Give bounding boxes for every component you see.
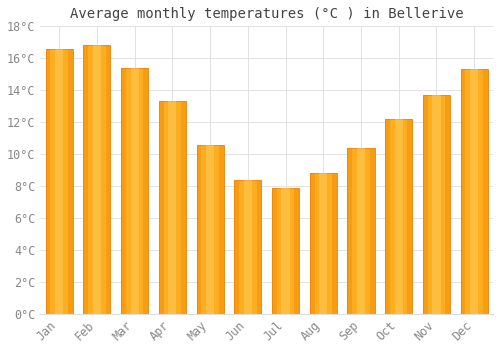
Bar (470, 69, 478, 314)
Bar (84, 46, 88, 314)
Bar (55, 49, 63, 314)
Bar (46, 49, 73, 314)
Bar (244, 180, 252, 314)
Bar (106, 46, 110, 314)
Bar (181, 102, 186, 314)
Bar (130, 68, 138, 314)
Bar (282, 188, 290, 314)
Bar (445, 95, 450, 314)
Bar (206, 145, 214, 314)
Bar (357, 148, 365, 314)
Bar (348, 148, 374, 314)
Bar (68, 49, 73, 314)
Bar (394, 119, 403, 314)
Bar (196, 145, 224, 314)
Bar (121, 68, 126, 314)
Bar (159, 102, 186, 314)
Bar (234, 180, 239, 314)
Bar (219, 145, 224, 314)
Bar (272, 188, 299, 314)
Bar (460, 69, 488, 314)
Title: Average monthly temperatures (°C ) in Bellerive: Average monthly temperatures (°C ) in Be… (70, 7, 464, 21)
Bar (168, 102, 176, 314)
Bar (310, 173, 314, 314)
Bar (319, 173, 328, 314)
Bar (272, 188, 277, 314)
Bar (483, 69, 488, 314)
Bar (432, 95, 440, 314)
Bar (196, 145, 202, 314)
Bar (332, 173, 337, 314)
Bar (385, 119, 412, 314)
Bar (460, 69, 466, 314)
Bar (310, 173, 337, 314)
Bar (408, 119, 412, 314)
Bar (423, 95, 450, 314)
Bar (256, 180, 262, 314)
Bar (159, 102, 164, 314)
Bar (423, 95, 428, 314)
Bar (370, 148, 374, 314)
Bar (121, 68, 148, 314)
Bar (348, 148, 352, 314)
Bar (385, 119, 390, 314)
Bar (93, 46, 101, 314)
Bar (46, 49, 51, 314)
Bar (84, 46, 110, 314)
Bar (144, 68, 148, 314)
Bar (294, 188, 299, 314)
Bar (234, 180, 262, 314)
